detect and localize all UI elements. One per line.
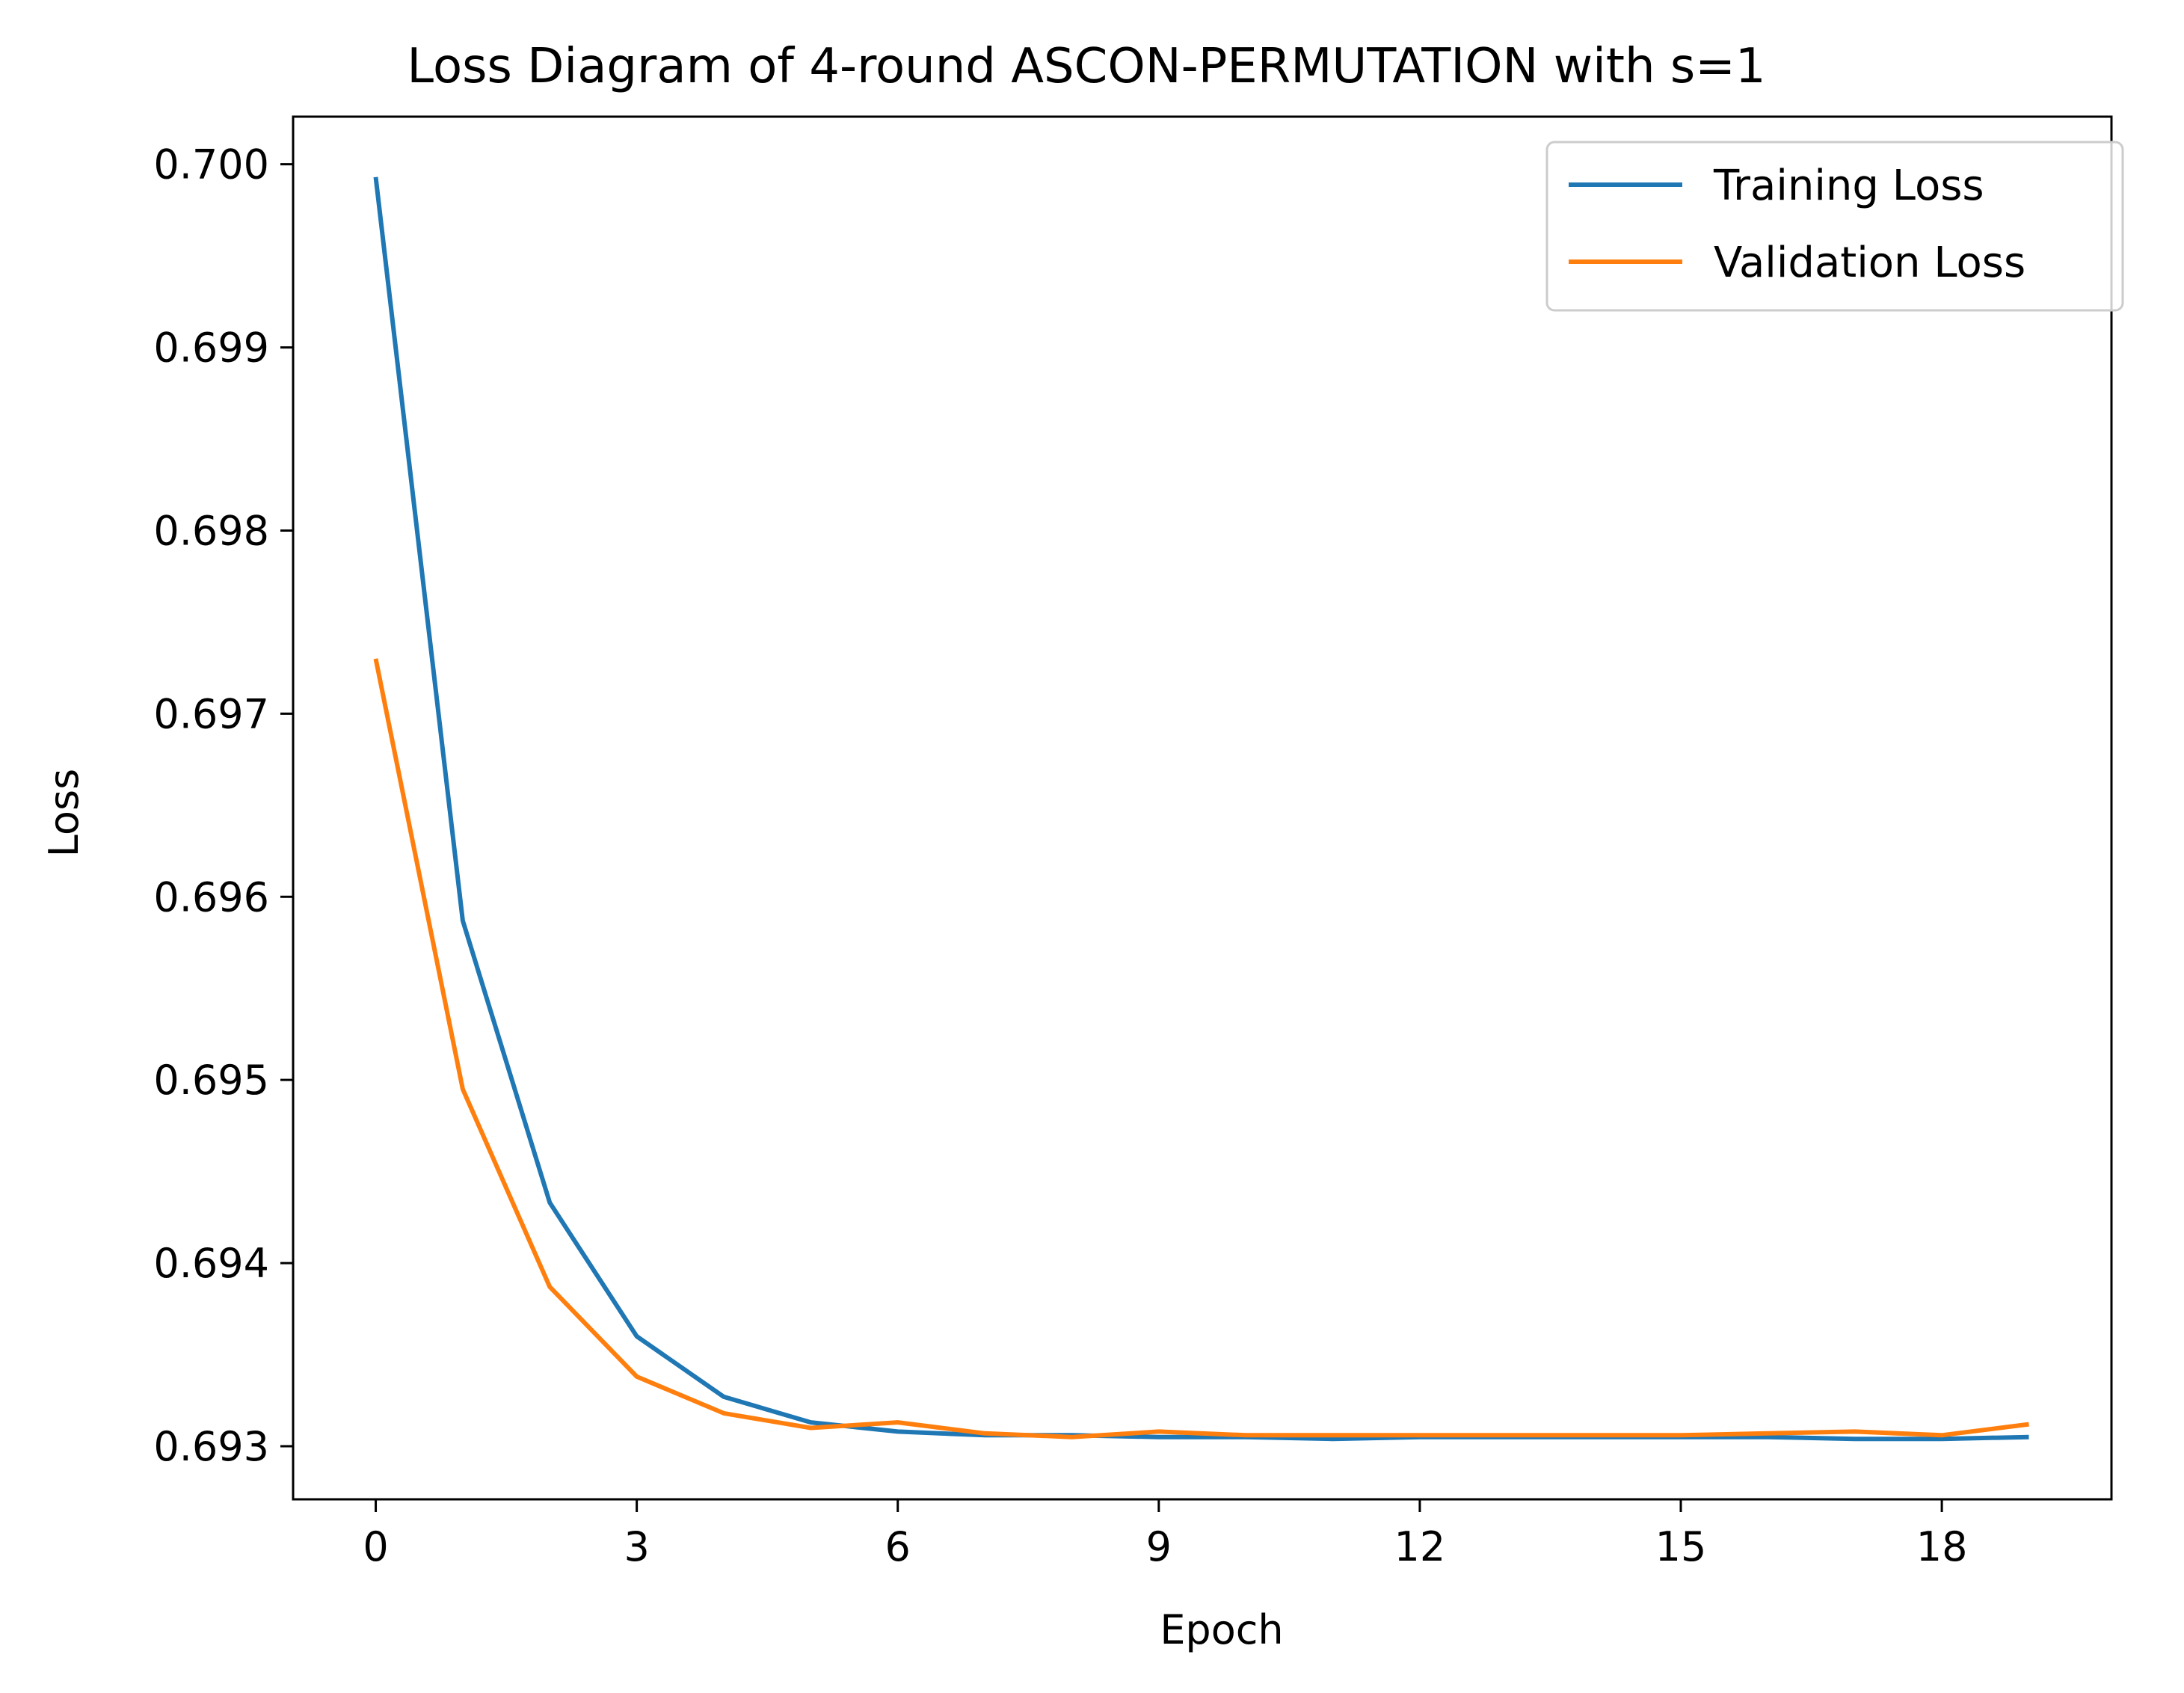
y-tick-label: 0.695: [153, 1057, 269, 1104]
y-tick-label: 0.696: [153, 873, 269, 921]
y-tick-label: 0.693: [153, 1423, 269, 1470]
x-tick-label: 18: [1916, 1523, 1968, 1570]
y-tick-label: 0.697: [153, 690, 269, 737]
x-tick-label: 6: [885, 1523, 911, 1570]
y-axis-label: Loss: [40, 769, 87, 857]
legend-label-training-loss: Training Loss: [1713, 162, 1984, 210]
legend-label-validation-loss: Validation Loss: [1714, 239, 2025, 287]
legend-box: [1545, 141, 2124, 312]
y-tick-label: 0.694: [153, 1240, 269, 1287]
series-line-training-loss: [373, 176, 2029, 1442]
y-tick-label: 0.700: [153, 141, 269, 188]
y-axis: 0.693 0.694 0.695 0.696 0.697 0.698 0.699 0.700: [153, 141, 293, 1470]
y-tick-label: 0.699: [153, 325, 269, 372]
x-tick-label: 9: [1146, 1523, 1172, 1570]
plot-frame: [292, 115, 2113, 1501]
x-tick-label: 3: [624, 1523, 649, 1570]
y-tick-label: 0.698: [153, 507, 269, 554]
series-line-validation-loss: [373, 658, 2029, 1439]
x-tick-label: 12: [1394, 1523, 1446, 1570]
series-lines: [373, 176, 2029, 1442]
chart-title: Loss Diagram of 4-round ASCON-PERMUTATIO…: [407, 39, 1765, 94]
legend: Training Loss Validation Loss: [1545, 141, 2124, 312]
x-axis-label: Epoch: [1160, 1606, 1283, 1653]
x-axis: 0 3 6 9 12 15 18: [363, 1499, 1967, 1570]
x-tick-label: 15: [1655, 1523, 1707, 1570]
x-tick-label: 0: [363, 1523, 388, 1570]
